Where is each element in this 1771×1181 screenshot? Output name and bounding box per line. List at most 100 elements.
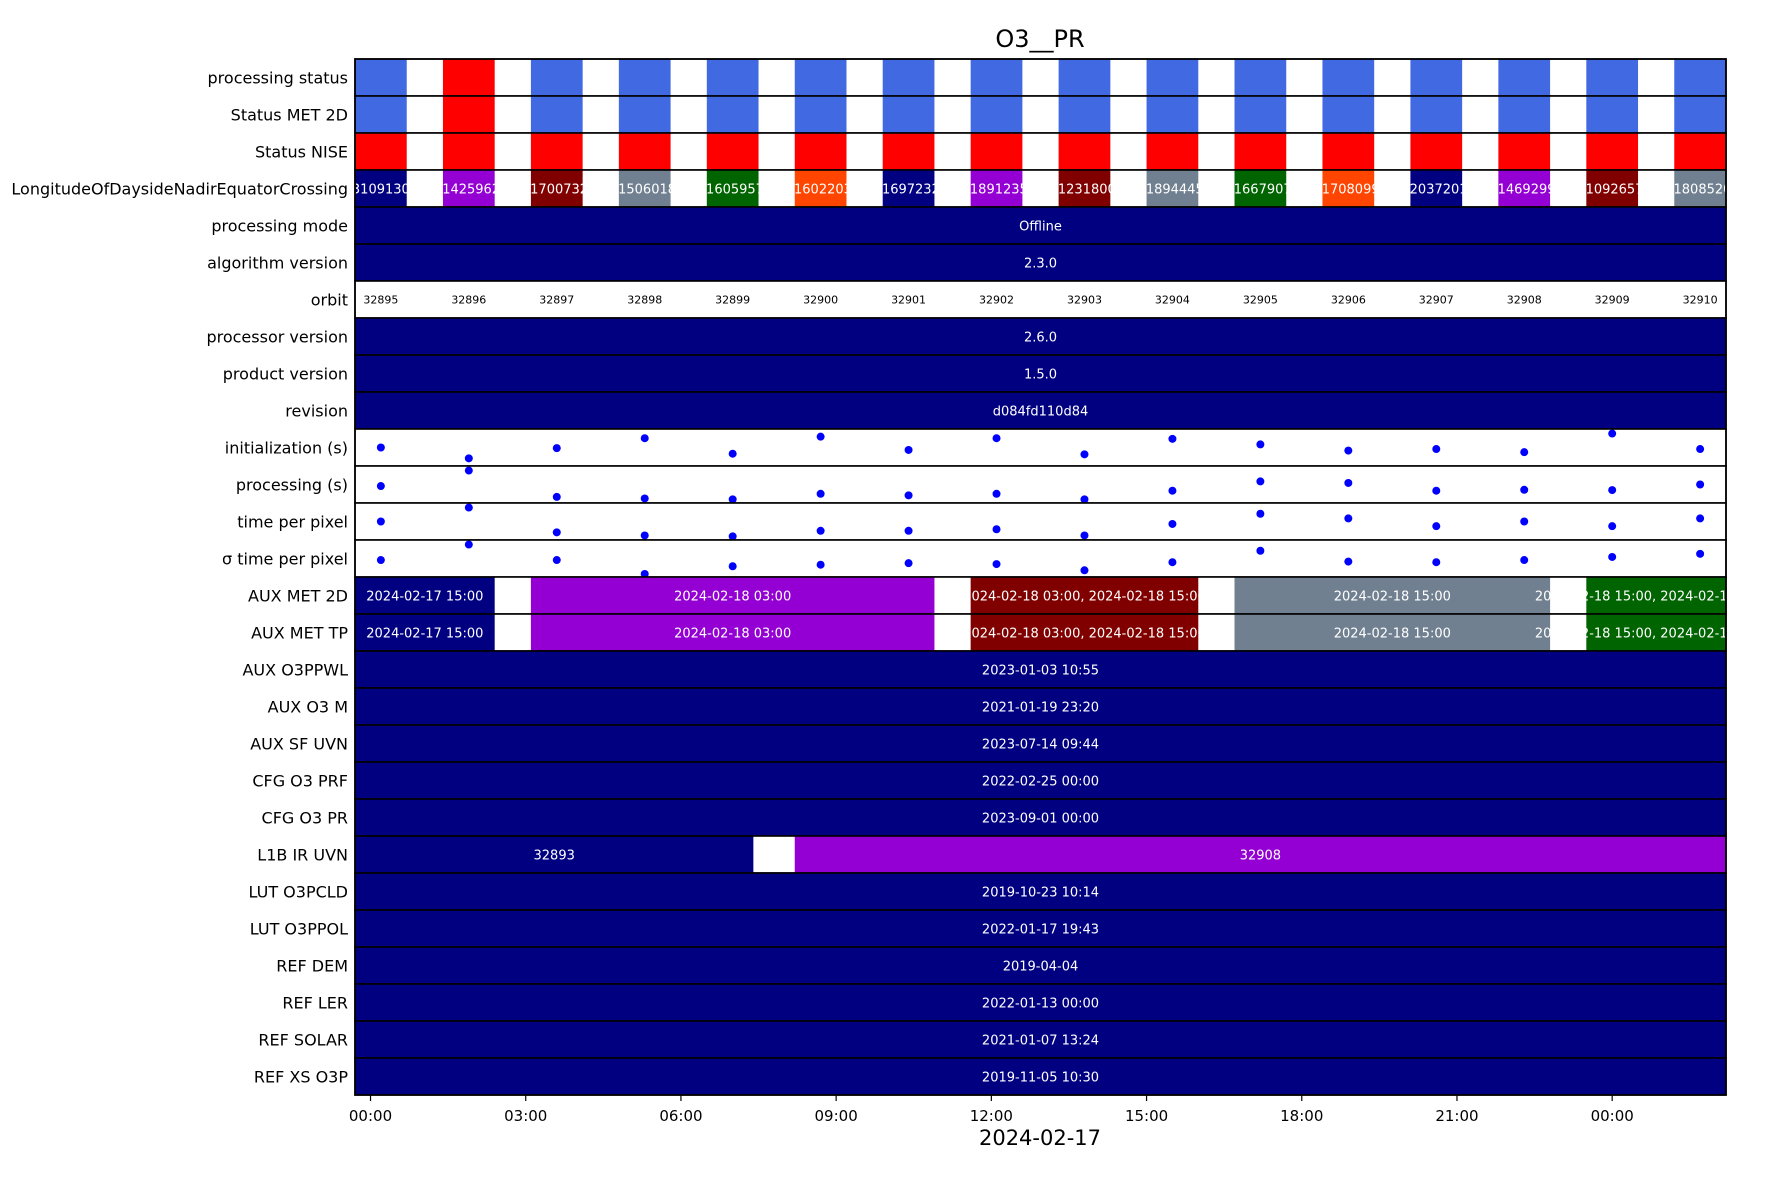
row-1-cell bbox=[970, 96, 1023, 133]
row-5-segment bbox=[355, 244, 1726, 281]
row-1-cell bbox=[706, 96, 759, 133]
row-10-point bbox=[728, 449, 737, 458]
row-3-cell bbox=[970, 170, 1023, 207]
row-12-point bbox=[904, 526, 913, 535]
row-10-point bbox=[1520, 448, 1529, 457]
row-11-point bbox=[1080, 495, 1089, 503]
row-0-cell bbox=[1234, 59, 1287, 96]
row-11-label: processing (s) bbox=[236, 476, 348, 495]
x-tick-label: 06:00 bbox=[659, 1107, 702, 1125]
row-8-label: product version bbox=[223, 365, 348, 384]
row-21: 32893 32908 bbox=[355, 836, 1726, 873]
row-1 bbox=[355, 96, 1726, 133]
x-tick-label: 21:00 bbox=[1435, 1107, 1478, 1125]
row-2-cell bbox=[1498, 133, 1551, 170]
row-13-point bbox=[1080, 566, 1089, 575]
row-7: 2.6.0 bbox=[355, 318, 1726, 355]
row-24-label: REF DEM bbox=[276, 957, 348, 976]
row-3-cell-text: -1231800 bbox=[1053, 183, 1116, 198]
row-11-point bbox=[1696, 480, 1705, 489]
row-2-cell bbox=[1234, 133, 1287, 170]
row-26-label: REF SOLAR bbox=[258, 1031, 348, 1050]
x-tick-label: 03:00 bbox=[504, 1107, 547, 1125]
row-15-segment-text: 2024-02-18 03:00 bbox=[674, 627, 791, 642]
row-4-segment-text: Offline bbox=[1019, 220, 1062, 235]
row-13-point bbox=[1608, 552, 1617, 561]
row-1-cell bbox=[1058, 96, 1111, 133]
row-23-label: LUT O3PPOL bbox=[250, 920, 348, 939]
row-15-segment bbox=[355, 614, 495, 651]
row-1-cell bbox=[794, 96, 847, 133]
row-0 bbox=[355, 59, 1726, 96]
row-21-segment-text: 32908 bbox=[1240, 849, 1281, 864]
row-3-cell-text: -1092657 bbox=[1581, 183, 1644, 198]
row-1-cell bbox=[618, 96, 671, 133]
row-10-point bbox=[1432, 445, 1441, 454]
row-13 bbox=[355, 540, 1726, 577]
orbit-number: 32895 bbox=[363, 294, 398, 307]
row-12-point bbox=[552, 528, 561, 537]
x-tick-label: 12:00 bbox=[970, 1107, 1013, 1125]
row-13-point bbox=[904, 559, 913, 568]
row-13-label: σ time per pixel bbox=[222, 550, 348, 569]
row-24-segment bbox=[355, 947, 1726, 984]
row-26-segment-text: 2021-01-07 13:24 bbox=[982, 1034, 1099, 1049]
row-20: 2023-09-01 00:00 bbox=[355, 799, 1726, 836]
row-2-cell bbox=[1322, 133, 1375, 170]
x-axis-label: 2024-02-17 bbox=[979, 1126, 1101, 1150]
row-14-segment-text: 2024-02-18 15:00, 2024-02-19 03:00 bbox=[1535, 590, 1771, 605]
row-3-label: LongitudeOfDaysideNadirEquatorCrossing bbox=[11, 180, 348, 199]
row-1-cell bbox=[1498, 96, 1551, 133]
row-7-segment bbox=[355, 318, 1726, 355]
row-20-segment bbox=[355, 799, 1726, 836]
row-2-background bbox=[355, 133, 1726, 170]
row-3-cell-text: -1506018 bbox=[613, 183, 676, 198]
row-14: 2024-02-17 15:00 2024-02-18 03:00 2024-02-… bbox=[355, 577, 1771, 614]
row-13-point bbox=[640, 570, 649, 577]
row-10-background bbox=[355, 429, 1726, 466]
row-15-segment bbox=[1586, 614, 1726, 651]
row-2-cell bbox=[1146, 133, 1199, 170]
orbit-number: 32903 bbox=[1067, 294, 1102, 307]
row-3-background bbox=[355, 170, 1726, 207]
row-5-segment-text: 2.3.0 bbox=[1024, 257, 1057, 272]
row-13-point bbox=[1520, 556, 1529, 565]
row-14-segment bbox=[1234, 577, 1551, 614]
row-7-label: processor version bbox=[206, 328, 348, 347]
row-14-label: AUX MET 2D bbox=[248, 587, 348, 606]
row-8: 1.5.0 bbox=[355, 355, 1726, 392]
row-0-cell bbox=[618, 59, 671, 96]
row-1-cell bbox=[530, 96, 583, 133]
row-11-point bbox=[1344, 478, 1353, 487]
row-6-background bbox=[355, 281, 1726, 318]
rows-layer: processing status Status MET 2D Status NIS… bbox=[11, 58, 1771, 1096]
row-27: 2019-11-05 10:30 bbox=[355, 1058, 1726, 1095]
row-3-cell bbox=[618, 170, 671, 207]
row-3-cell bbox=[442, 170, 495, 207]
row-0-cell bbox=[1498, 59, 1551, 96]
row-20-segment-text: 2023-09-01 00:00 bbox=[982, 812, 1099, 827]
row-3-cell-text: -1667907 bbox=[1229, 183, 1292, 198]
row-14-segment-text: 2024-02-18 03:00, 2024-02-18 15:00 bbox=[963, 590, 1206, 605]
row-2-cell bbox=[1586, 133, 1639, 170]
row-2-cell bbox=[530, 133, 583, 170]
row-8-segment-text: 1.5.0 bbox=[1024, 368, 1057, 383]
row-3-cell-text: -1697232 bbox=[877, 183, 940, 198]
row-3-cell bbox=[706, 170, 759, 207]
row-13-point bbox=[1344, 557, 1353, 566]
row-27-segment bbox=[355, 1058, 1726, 1095]
orbit-number: 32908 bbox=[1507, 294, 1542, 307]
row-3-cell bbox=[1410, 170, 1463, 207]
row-27-segment-text: 2019-11-05 10:30 bbox=[982, 1071, 1099, 1086]
row-10-point bbox=[1344, 446, 1353, 455]
row-22-segment bbox=[355, 873, 1726, 910]
row-19: 2022-02-25 00:00 bbox=[355, 762, 1726, 799]
row-22: 2019-10-23 10:14 bbox=[355, 873, 1726, 910]
orbit-number: 32900 bbox=[803, 294, 838, 307]
row-10-point bbox=[1256, 440, 1265, 449]
x-tick-label: 00:00 bbox=[349, 1107, 392, 1125]
row-0-background bbox=[355, 59, 1726, 96]
row-3-cell-text: -1891235 bbox=[965, 183, 1028, 198]
row-22-label: LUT O3PCLD bbox=[248, 883, 348, 902]
row-5: 2.3.0 bbox=[355, 244, 1726, 281]
